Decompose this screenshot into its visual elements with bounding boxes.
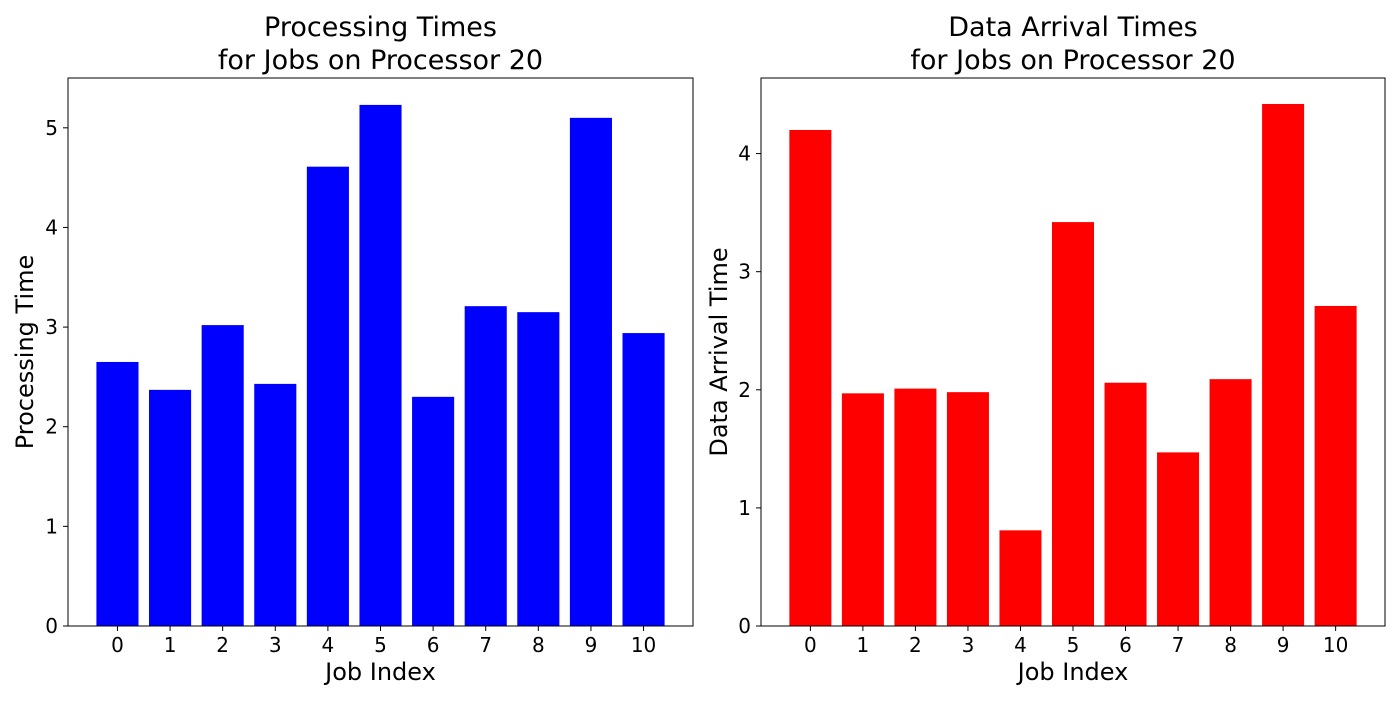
- x-tick-label: 8: [1224, 633, 1237, 657]
- x-tick-label: 1: [164, 633, 177, 657]
- chart-title-line-2: for Jobs on Processor 20: [910, 45, 1235, 76]
- x-tick-label: 8: [532, 633, 545, 657]
- bar-job-8: [517, 312, 560, 626]
- y-axis-label: Data Arrival Time: [705, 247, 733, 456]
- bar-job-10: [622, 333, 665, 626]
- y-tick-label: 1: [738, 496, 751, 520]
- x-tick-label: 0: [111, 633, 124, 657]
- bar-job-10: [1314, 305, 1357, 626]
- ticks-group: 0 1 2 3 4 5 6 7 8 9 10 0 1 2 3 4 5: [45, 116, 656, 657]
- bars-group: [789, 103, 1357, 627]
- x-tick-label: 3: [962, 633, 975, 657]
- x-axis-label: Job Index: [1016, 658, 1129, 686]
- chart-data-arrival-times: Data Arrival Times for Jobs on Processor…: [705, 12, 1386, 686]
- x-tick-label: 4: [322, 633, 335, 657]
- x-tick-label: 0: [804, 633, 817, 657]
- bar-job-9: [1262, 103, 1305, 627]
- bar-job-0: [789, 129, 832, 626]
- bar-job-6: [1104, 382, 1147, 626]
- x-tick-label: 7: [479, 633, 492, 657]
- x-tick-label: 2: [216, 633, 229, 657]
- x-tick-label: 9: [585, 633, 598, 657]
- y-tick-label: 5: [45, 116, 58, 140]
- x-tick-label: 7: [1172, 633, 1185, 657]
- bar-job-5: [359, 104, 402, 626]
- y-tick-label: 4: [738, 142, 751, 166]
- bar-job-4: [306, 166, 349, 626]
- bars-group: [96, 104, 665, 626]
- bar-job-4: [999, 530, 1042, 626]
- y-tick-label: 3: [738, 260, 751, 284]
- x-tick-label: 4: [1014, 633, 1027, 657]
- y-tick-label: 4: [45, 215, 58, 239]
- x-tick-label: 9: [1277, 633, 1290, 657]
- bar-job-3: [946, 392, 989, 626]
- x-tick-label: 5: [1067, 633, 1080, 657]
- x-tick-label: 6: [427, 633, 440, 657]
- bar-job-2: [894, 388, 937, 626]
- bar-job-5: [1051, 222, 1095, 626]
- chart-processing-times: Processing Times for Jobs on Processor 2…: [11, 12, 694, 686]
- y-tick-label: 0: [45, 614, 58, 638]
- x-axis-label: Job Index: [323, 658, 436, 686]
- bar-job-0: [96, 361, 139, 626]
- chart-title-line-1: Processing Times: [264, 12, 497, 43]
- y-tick-label: 3: [45, 315, 58, 339]
- bar-job-1: [149, 389, 192, 626]
- y-tick-label: 2: [45, 415, 58, 439]
- chart-title-line-1: Data Arrival Times: [948, 12, 1198, 43]
- y-tick-label: 1: [45, 514, 58, 538]
- x-tick-label: 10: [1323, 633, 1348, 657]
- plot-frame: [67, 77, 694, 627]
- bar-job-7: [1157, 452, 1200, 626]
- chart-title-line-2: for Jobs on Processor 20: [218, 45, 543, 76]
- x-tick-label: 1: [857, 633, 870, 657]
- bar-job-7: [464, 306, 507, 626]
- y-tick-label: 0: [738, 614, 751, 638]
- x-tick-label: 10: [631, 633, 656, 657]
- y-tick-label: 2: [738, 378, 751, 402]
- bar-job-9: [569, 117, 612, 626]
- ticks-group: 0 1 2 3 4 5 6 7 8 9 10 0 1 2 3 4: [738, 142, 1348, 657]
- plot-frame: [760, 77, 1386, 627]
- x-tick-label: 3: [269, 633, 282, 657]
- y-axis-label: Processing Time: [11, 255, 39, 450]
- x-tick-label: 5: [374, 633, 387, 657]
- x-tick-label: 6: [1119, 633, 1132, 657]
- bar-job-2: [201, 325, 244, 626]
- x-tick-label: 2: [909, 633, 922, 657]
- bar-job-3: [254, 383, 297, 626]
- bar-job-1: [841, 393, 884, 626]
- bar-job-8: [1209, 379, 1252, 626]
- bar-job-6: [412, 396, 455, 626]
